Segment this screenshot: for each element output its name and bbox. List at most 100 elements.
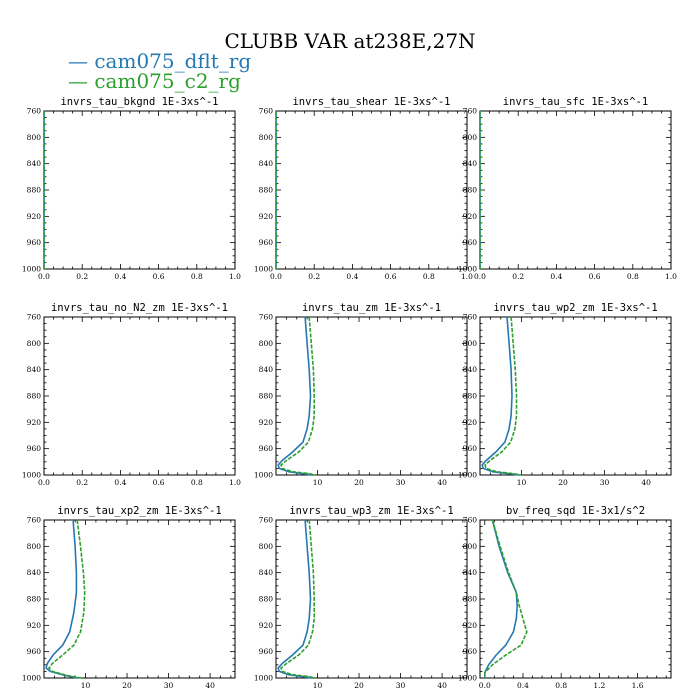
x-tick-label: 0.8 [555, 681, 567, 690]
legend-entry-1: — cam075_dflt_rg [68, 49, 251, 73]
panel-1: invrs_tau_bkgnd 1E-3xs^-1 760 800 840 880 920… [22, 96, 241, 281]
y-tick-label: 920 [259, 418, 274, 427]
series-line-c2 [280, 519, 316, 679]
x-tick-label: 0.6 [153, 272, 165, 281]
x-tick-label: 0.6 [153, 478, 165, 487]
x-tick-label: 40 [437, 478, 447, 487]
y-tick-label: 880 [27, 595, 42, 604]
y-tick-label: 920 [27, 418, 42, 427]
y-tick-label: 880 [27, 186, 42, 195]
x-tick-label: 30 [164, 681, 174, 690]
x-tick-label: 40 [641, 478, 651, 487]
panel-title: invrs_tau_xp2_zm 1E-3xs^-1 [57, 505, 221, 517]
y-tick-label: 880 [463, 186, 478, 195]
y-tick-label: 840 [259, 568, 274, 577]
y-tick-label: 960 [27, 444, 42, 453]
legend: — cam075_dflt_rg — cam075_c2_rg [68, 49, 251, 93]
y-tick-label: 920 [259, 621, 274, 630]
series-line-c2 [280, 316, 316, 476]
x-tick-label: 0.8 [191, 478, 203, 487]
series-line-dflt [277, 316, 312, 476]
x-tick-label: 1.0 [229, 272, 241, 281]
y-tick-label: 960 [259, 647, 274, 656]
y-tick-label: 880 [463, 392, 478, 401]
x-tick-label: 40 [205, 681, 215, 690]
x-tick-label: 0.0 [474, 272, 486, 281]
y-tick-label: 960 [259, 444, 274, 453]
y-tick-label: 880 [259, 392, 274, 401]
panel-title: invrs_tau_sfc 1E-3xs^-1 [503, 96, 648, 108]
y-tick-label: 800 [259, 542, 274, 551]
x-tick-label: 30 [396, 478, 406, 487]
y-tick-label: 920 [27, 621, 42, 630]
x-tick-label: 0.2 [76, 272, 88, 281]
x-tick-label: 0.4 [346, 272, 358, 281]
y-tick-label: 920 [259, 212, 274, 221]
y-tick-label: 920 [463, 621, 478, 630]
x-tick-label: 0.8 [423, 272, 435, 281]
y-tick-label: 1000 [254, 265, 273, 274]
panel-7: invrs_tau_xp2_zm 1E-3xs^-1 760 800 840 880 92… [22, 505, 236, 690]
panel-title: bv_freq_sqd 1E-3x1/s^2 [506, 505, 645, 517]
y-tick-label: 880 [259, 595, 274, 604]
y-tick-label: 960 [27, 647, 42, 656]
y-tick-label: 840 [27, 365, 42, 374]
y-tick-label: 760 [463, 516, 478, 525]
x-tick-label: 1.0 [665, 272, 677, 281]
x-tick-label: 1.0 [229, 478, 241, 487]
y-tick-label: 920 [463, 212, 478, 221]
panel-title: invrs_tau_zm 1E-3xs^-1 [302, 302, 441, 314]
y-tick-label: 840 [463, 568, 478, 577]
panel-title: invrs_tau_bkgnd 1E-3xs^-1 [60, 96, 218, 108]
x-tick-label: 0.4 [550, 272, 562, 281]
plot-frame [43, 519, 236, 679]
x-tick-label: 0.8 [191, 272, 203, 281]
x-tick-label: 0.2 [512, 272, 524, 281]
series-line-dflt [277, 519, 312, 679]
y-tick-label: 800 [259, 339, 274, 348]
x-tick-label: 30 [600, 478, 610, 487]
legend-entry-2: — cam075_c2_rg [68, 69, 241, 93]
y-tick-label: 840 [463, 159, 478, 168]
y-tick-label: 1000 [458, 471, 477, 480]
x-tick-label: 30 [396, 681, 406, 690]
x-tick-label: 1.0 [461, 272, 473, 281]
series-line-c2 [484, 316, 522, 476]
y-tick-label: 960 [259, 238, 274, 247]
x-tick-label: 0.0 [38, 478, 50, 487]
panel-4: invrs_tau_no_N2_zm 1E-3xs^-1 760 800 840 880… [22, 302, 241, 487]
panel-5: invrs_tau_zm 1E-3xs^-1 760 800 840 880 920 960… [254, 302, 468, 487]
x-tick-label: 1.2 [593, 681, 605, 690]
y-tick-label: 760 [259, 313, 274, 322]
series-line-dflt [483, 519, 519, 678]
y-tick-label: 760 [259, 516, 274, 525]
x-tick-label: 10 [313, 478, 323, 487]
plot-frame [275, 110, 468, 270]
y-tick-label: 920 [463, 418, 478, 427]
y-tick-label: 960 [463, 238, 478, 247]
y-tick-label: 960 [463, 444, 478, 453]
x-tick-label: 0.4 [114, 272, 126, 281]
x-tick-label: 0.6 [385, 272, 397, 281]
x-tick-label: 0.4 [114, 478, 126, 487]
y-tick-label: 1000 [458, 674, 477, 683]
y-tick-label: 960 [463, 647, 478, 656]
y-tick-label: 880 [463, 595, 478, 604]
plot-frame [43, 110, 236, 270]
series-line-c2 [47, 519, 86, 679]
y-tick-label: 760 [27, 107, 42, 116]
y-tick-label: 880 [259, 186, 274, 195]
y-tick-label: 840 [463, 365, 478, 374]
y-tick-label: 1000 [22, 471, 41, 480]
panel-9: bv_freq_sqd 1E-3x1/s^2 760 800 840 880 920 960… [458, 505, 672, 690]
y-tick-label: 920 [27, 212, 42, 221]
y-tick-label: 800 [463, 339, 478, 348]
x-tick-label: 20 [354, 478, 364, 487]
y-tick-label: 840 [259, 159, 274, 168]
plot-frame [479, 110, 672, 270]
x-tick-label: 20 [122, 681, 132, 690]
y-tick-label: 1000 [458, 265, 477, 274]
x-tick-label: 0.0 [38, 272, 50, 281]
y-tick-label: 760 [27, 313, 42, 322]
